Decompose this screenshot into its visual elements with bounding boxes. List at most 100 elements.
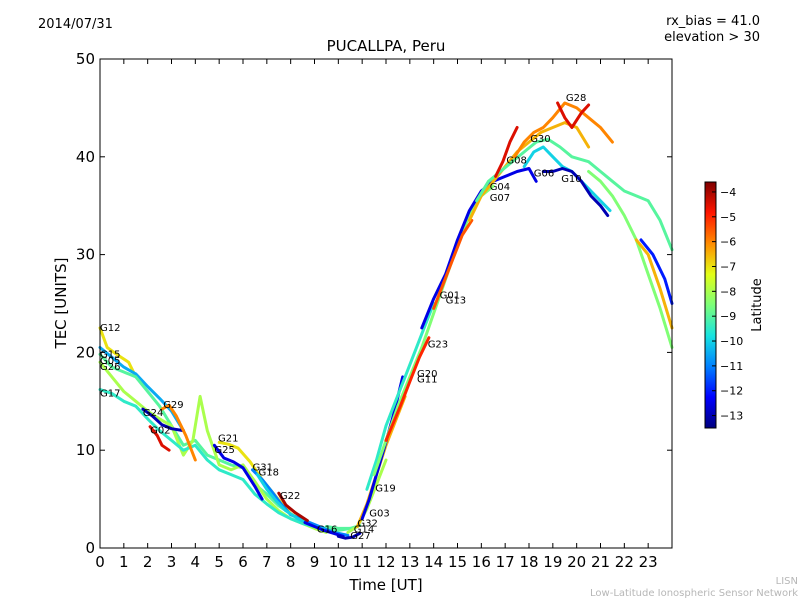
y-tick-label: 30 xyxy=(76,246,95,264)
series-layer xyxy=(98,101,674,540)
series-g26 xyxy=(98,360,328,534)
sat-label-g18: G18 xyxy=(259,468,279,479)
date-label: 2014/07/31 xyxy=(38,17,113,32)
series-g20 xyxy=(365,302,436,491)
sat-label-g27: G27 xyxy=(350,531,370,542)
sat-label-g16: G16 xyxy=(317,524,337,535)
sat-label-g17: G17 xyxy=(100,388,120,399)
x-tick-label: 3 xyxy=(167,553,177,571)
colorbar-tick-label: −12 xyxy=(720,385,743,398)
sat-label-g25: G25 xyxy=(214,445,234,456)
sat-label-g31: G31 xyxy=(253,463,273,474)
y-tick-label: 50 xyxy=(76,50,95,68)
x-tick-label: 8 xyxy=(286,553,296,571)
sat-label-g21: G21 xyxy=(218,433,238,444)
series-g09 xyxy=(587,170,674,349)
x-tick-label: 19 xyxy=(543,553,562,571)
y-axis: 0 10 20 30 40 50 xyxy=(76,50,672,557)
x-tick-label: 20 xyxy=(567,553,586,571)
x-tick-label: 1 xyxy=(119,553,129,571)
sat-label-g01: G01 xyxy=(440,291,460,302)
chart-title: PUCALLPA, Peru xyxy=(326,37,446,55)
series-g01 xyxy=(420,167,538,330)
y-tick-label: 40 xyxy=(76,148,95,166)
x-tick-label: 17 xyxy=(496,553,515,571)
sat-label-g30: G30 xyxy=(530,134,550,145)
sat-label-g24: G24 xyxy=(143,408,163,419)
colorbar-tick-label: −5 xyxy=(720,211,736,224)
series-g27 xyxy=(336,531,362,540)
plot-frame xyxy=(99,58,673,549)
series-g12 xyxy=(98,326,138,379)
y-tick-label: 0 xyxy=(85,539,95,557)
x-tick-label: 10 xyxy=(329,553,348,571)
sat-label-g20: G20 xyxy=(417,369,437,380)
colorbar-tick-label: −11 xyxy=(720,360,743,373)
sat-label-g14: G14 xyxy=(354,524,374,535)
sat-label-g19: G19 xyxy=(375,483,395,494)
footer-network-short: LISN xyxy=(775,576,798,587)
colorbar-tick-label: −10 xyxy=(720,335,743,348)
series-g25 xyxy=(212,443,264,501)
x-axis: 0 1 2 3 4 5 6 7 8 9 10 11 12 13 14 15 16 17 18 19 20 21 22 23 xyxy=(95,59,658,571)
series-g13 xyxy=(432,218,474,310)
x-tick-label: 6 xyxy=(238,553,248,571)
elevation-label: elevation > 30 xyxy=(664,30,760,45)
x-tick-label: 2 xyxy=(143,553,153,571)
series-g26b xyxy=(639,238,674,305)
sat-label-g29: G29 xyxy=(163,400,183,411)
sat-label-g22: G22 xyxy=(280,491,300,502)
sat-label-g32: G32 xyxy=(357,519,377,530)
sat-label-g06: G06 xyxy=(534,168,554,179)
sat-label-g08: G08 xyxy=(506,156,526,167)
colorbar-ticks: −4 −5 −6 −7 −8 −9 −10 −11 −12 −13 xyxy=(712,186,743,423)
series-g02 xyxy=(148,425,171,452)
y-axis-label: TEC [UNITS] xyxy=(52,258,70,350)
series-g10 xyxy=(541,167,610,217)
x-tick-label: 7 xyxy=(262,553,272,571)
series-g06 xyxy=(522,145,612,213)
colorbar-tick-label: −8 xyxy=(720,285,736,298)
x-tick-label: 13 xyxy=(400,553,419,571)
sat-label-g12: G12 xyxy=(100,323,120,334)
sat-label-g07: G07 xyxy=(490,193,510,204)
series-g04 xyxy=(475,137,674,252)
series-g15 xyxy=(98,346,185,433)
sat-label-g05: G05 xyxy=(100,356,120,367)
series-g30 xyxy=(513,101,614,159)
x-tick-label: 12 xyxy=(376,553,395,571)
x-tick-label: 21 xyxy=(591,553,610,571)
x-tick-label: 16 xyxy=(472,553,491,571)
x-tick-label: 11 xyxy=(353,553,372,571)
colorbar-tick-label: −6 xyxy=(720,236,736,249)
colorbar-tick-label: −9 xyxy=(720,310,736,323)
x-tick-label: 18 xyxy=(519,553,538,571)
sat-label-g26: G26 xyxy=(100,362,120,373)
series-g28 xyxy=(556,101,591,129)
series-g08 xyxy=(494,126,519,178)
x-tick-label: 14 xyxy=(424,553,443,571)
series-g24 xyxy=(141,407,185,433)
sat-label-g02: G02 xyxy=(150,426,170,437)
x-tick-label: 0 xyxy=(95,553,105,571)
sat-label-g13: G13 xyxy=(446,296,466,307)
sat-label-g15: G15 xyxy=(100,349,120,360)
colorbar-tick-label: −13 xyxy=(720,410,743,423)
series-g16b xyxy=(634,238,674,330)
sat-label-g28: G28 xyxy=(566,93,586,104)
colorbar-tick-label: −4 xyxy=(720,186,736,199)
x-tick-label: 15 xyxy=(448,553,467,571)
sat-label-g11: G11 xyxy=(417,375,437,386)
series-g29 xyxy=(160,403,197,462)
x-axis-label: Time [UT] xyxy=(348,576,422,594)
series-g22 xyxy=(277,491,309,523)
colorbar-label: Latitude xyxy=(750,278,765,332)
x-tick-label: 4 xyxy=(191,553,201,571)
x-tick-label: 5 xyxy=(214,553,224,571)
series-g19 xyxy=(360,375,405,521)
series-g17 xyxy=(98,388,316,528)
rx-bias-label: rx_bias = 41.0 xyxy=(666,14,760,29)
colorbar-tick-label: −7 xyxy=(720,260,736,273)
